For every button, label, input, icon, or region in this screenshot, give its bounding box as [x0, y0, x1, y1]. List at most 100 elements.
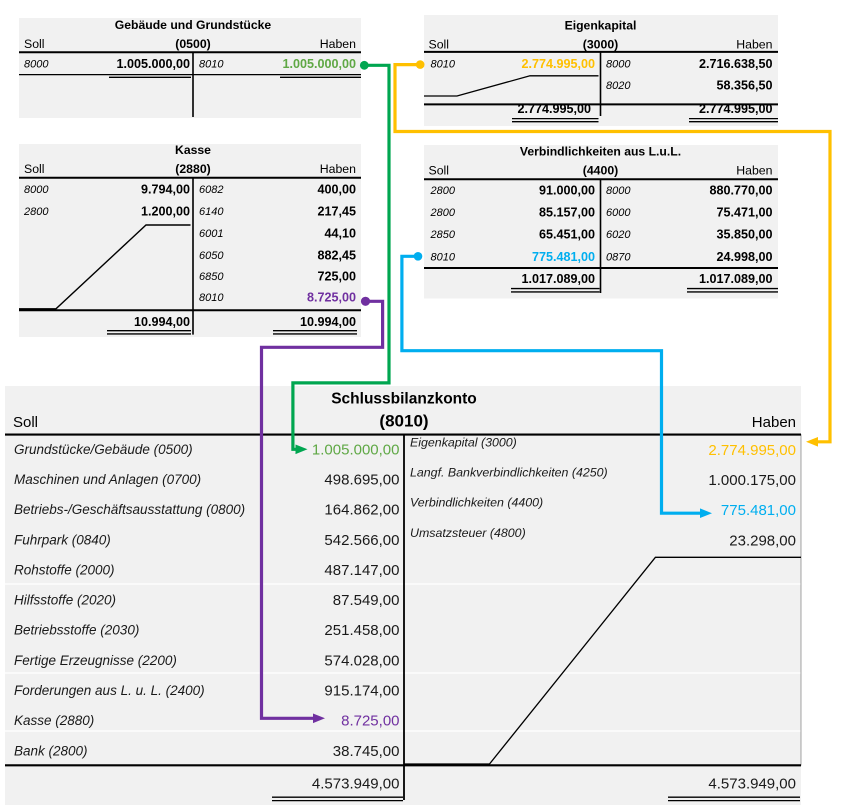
svg-text:Soll: Soll: [429, 163, 450, 177]
svg-text:775.481,00: 775.481,00: [721, 502, 796, 519]
svg-text:38.745,00: 38.745,00: [333, 743, 400, 760]
svg-text:8000: 8000: [606, 185, 631, 197]
svg-text:6140: 6140: [199, 206, 224, 218]
svg-text:Grundstücke/Gebäude (0500): Grundstücke/Gebäude (0500): [14, 442, 193, 457]
svg-text:8010: 8010: [431, 251, 456, 263]
svg-text:85.157,00: 85.157,00: [539, 206, 595, 220]
svg-text:Schlussbilanzkonto: Schlussbilanzkonto: [331, 390, 477, 407]
svg-text:(4400): (4400): [583, 163, 619, 177]
svg-text:65.451,00: 65.451,00: [539, 228, 595, 242]
svg-text:882,45: 882,45: [317, 249, 356, 263]
svg-text:2800: 2800: [430, 185, 456, 197]
svg-text:75.471,00: 75.471,00: [716, 206, 772, 220]
svg-text:217,45: 217,45: [317, 205, 356, 219]
svg-text:Soll: Soll: [24, 162, 45, 176]
svg-text:8010: 8010: [199, 59, 224, 71]
svg-text:6050: 6050: [199, 250, 224, 262]
svg-text:8.725,00: 8.725,00: [307, 291, 356, 305]
svg-text:Langf. Bankverbindlichkeiten (: Langf. Bankverbindlichkeiten (4250): [410, 466, 608, 480]
svg-text:6000: 6000: [606, 207, 631, 219]
svg-text:Forderungen aus L. u. L. (2400: Forderungen aus L. u. L. (2400): [14, 683, 205, 698]
svg-text:Haben: Haben: [320, 162, 356, 176]
svg-text:6020: 6020: [606, 229, 631, 241]
svg-text:Rohstoffe (2000): Rohstoffe (2000): [14, 562, 115, 577]
svg-text:4.573.949,00: 4.573.949,00: [312, 775, 400, 792]
svg-text:Haben: Haben: [736, 38, 772, 52]
svg-text:8010: 8010: [199, 292, 224, 304]
svg-text:Betriebsstoffe (2030): Betriebsstoffe (2030): [14, 623, 139, 638]
svg-text:2850: 2850: [430, 229, 456, 241]
svg-text:Soll: Soll: [429, 38, 450, 52]
svg-text:8000: 8000: [24, 184, 49, 196]
svg-text:498.695,00: 498.695,00: [324, 472, 399, 489]
svg-text:(8010): (8010): [379, 411, 428, 430]
svg-text:(2880): (2880): [175, 162, 211, 176]
svg-text:58.356,50: 58.356,50: [716, 78, 772, 92]
svg-text:574.028,00: 574.028,00: [324, 652, 399, 669]
svg-text:1.200,00: 1.200,00: [141, 205, 190, 219]
svg-text:Haben: Haben: [752, 414, 796, 431]
svg-text:4.573.949,00: 4.573.949,00: [708, 775, 796, 792]
svg-text:Kasse: Kasse: [175, 143, 211, 157]
svg-text:Haben: Haben: [320, 37, 356, 51]
svg-text:542.566,00: 542.566,00: [324, 532, 399, 549]
svg-text:2.774.995,00: 2.774.995,00: [521, 57, 595, 71]
svg-text:400,00: 400,00: [317, 182, 356, 196]
svg-text:2.774.995,00: 2.774.995,00: [708, 442, 796, 459]
svg-text:9.794,00: 9.794,00: [141, 182, 190, 196]
svg-text:10.994,00: 10.994,00: [134, 315, 190, 329]
svg-text:1.005.000,00: 1.005.000,00: [116, 57, 190, 71]
svg-text:6082: 6082: [199, 184, 223, 196]
svg-text:2800: 2800: [430, 207, 456, 219]
svg-text:Soll: Soll: [24, 37, 45, 51]
svg-text:91.000,00: 91.000,00: [539, 184, 595, 198]
svg-text:Gebäude und Grundstücke: Gebäude und Grundstücke: [115, 18, 272, 32]
svg-text:23.298,00: 23.298,00: [729, 532, 796, 549]
svg-text:Soll: Soll: [13, 414, 38, 431]
svg-text:164.862,00: 164.862,00: [324, 502, 399, 519]
svg-text:Eigenkapital: Eigenkapital: [565, 19, 637, 33]
svg-text:2.716.638,50: 2.716.638,50: [699, 57, 773, 71]
svg-text:725,00: 725,00: [317, 270, 356, 284]
svg-text:10.994,00: 10.994,00: [300, 315, 356, 329]
svg-text:0870: 0870: [606, 251, 631, 263]
svg-text:24.998,00: 24.998,00: [716, 250, 772, 264]
svg-text:1.005.000,00: 1.005.000,00: [282, 57, 356, 71]
svg-text:915.174,00: 915.174,00: [324, 683, 399, 700]
svg-text:Eigenkapital (3000): Eigenkapital (3000): [410, 435, 517, 449]
svg-text:1.000.175,00: 1.000.175,00: [708, 472, 796, 489]
svg-text:Hilfsstoffe (2020): Hilfsstoffe (2020): [14, 593, 116, 608]
svg-text:487.147,00: 487.147,00: [324, 562, 399, 579]
svg-text:8010: 8010: [431, 58, 456, 70]
svg-text:1.017.089,00: 1.017.089,00: [699, 272, 773, 286]
svg-text:8.725,00: 8.725,00: [341, 713, 399, 730]
svg-text:Kasse (2880): Kasse (2880): [14, 713, 94, 728]
svg-text:Haben: Haben: [736, 163, 772, 177]
svg-text:6850: 6850: [199, 271, 224, 283]
svg-text:Fertige Erzeugnisse (2200): Fertige Erzeugnisse (2200): [14, 653, 177, 668]
svg-text:8000: 8000: [606, 58, 631, 70]
svg-text:Maschinen und Anlagen (0700): Maschinen und Anlagen (0700): [14, 472, 201, 487]
svg-text:Verbindlichkeiten aus L.u.L.: Verbindlichkeiten aus L.u.L.: [520, 145, 681, 159]
svg-text:8020: 8020: [606, 80, 631, 92]
svg-text:(0500): (0500): [175, 37, 211, 51]
svg-text:Betriebs-/Geschäftsausstattung: Betriebs-/Geschäftsausstattung (0800): [14, 502, 245, 517]
svg-text:251.458,00: 251.458,00: [324, 622, 399, 639]
svg-text:8000: 8000: [24, 59, 49, 71]
svg-text:1.005.000,00: 1.005.000,00: [312, 441, 400, 458]
svg-text:2.774.995,00: 2.774.995,00: [699, 102, 773, 116]
svg-text:35.850,00: 35.850,00: [716, 228, 772, 242]
svg-text:2800: 2800: [23, 206, 49, 218]
svg-text:Bank (2800): Bank (2800): [14, 743, 88, 758]
svg-text:44,10: 44,10: [324, 227, 356, 241]
svg-text:Verbindlichkeiten (4400): Verbindlichkeiten (4400): [410, 496, 543, 510]
svg-text:6001: 6001: [199, 228, 223, 240]
svg-text:Umsatzsteuer (4800): Umsatzsteuer (4800): [410, 526, 526, 540]
svg-text:87.549,00: 87.549,00: [333, 592, 400, 609]
svg-text:880.770,00: 880.770,00: [709, 184, 772, 198]
svg-text:1.017.089,00: 1.017.089,00: [521, 272, 595, 286]
svg-text:(3000): (3000): [583, 38, 619, 52]
svg-text:2.774.995,00: 2.774.995,00: [517, 102, 591, 116]
svg-text:Fuhrpark (0840): Fuhrpark (0840): [14, 532, 111, 547]
svg-text:775.481,00: 775.481,00: [532, 250, 595, 264]
